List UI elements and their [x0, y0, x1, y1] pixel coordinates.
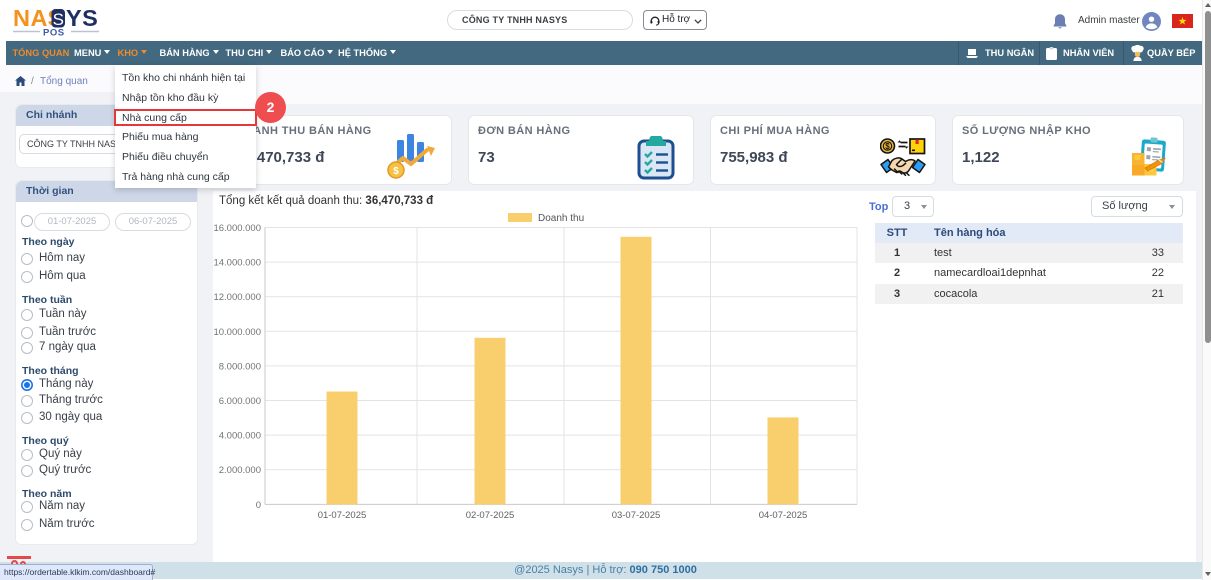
svg-text:YS: YS — [66, 6, 98, 31]
svg-text:8.000.000: 8.000.000 — [219, 361, 261, 372]
svg-text:12.000.000: 12.000.000 — [213, 292, 261, 303]
svg-text:16.000.000: 16.000.000 — [213, 223, 261, 234]
svg-text:14.000.000: 14.000.000 — [213, 258, 261, 269]
svg-text:02-07-2025: 02-07-2025 — [466, 510, 515, 521]
svg-text:01-07-2025: 01-07-2025 — [318, 510, 367, 521]
svg-text:S: S — [53, 10, 64, 29]
svg-text:0: 0 — [256, 500, 261, 511]
svg-text:$: $ — [393, 166, 399, 177]
svg-text:10.000.000: 10.000.000 — [213, 327, 261, 338]
svg-text:2.000.000: 2.000.000 — [219, 465, 261, 476]
svg-text:03-07-2025: 03-07-2025 — [612, 510, 661, 521]
svg-text:Tổng kết kết quả doanh thu: 36: Tổng kết kết quả doanh thu: 36,470,733 đ — [219, 195, 433, 207]
svg-text:NA: NA — [13, 6, 48, 31]
svg-text:6.000.000: 6.000.000 — [219, 396, 261, 407]
svg-text:$: $ — [885, 142, 890, 151]
svg-text:04-07-2025: 04-07-2025 — [759, 510, 808, 521]
svg-text:4.000.000: 4.000.000 — [219, 431, 261, 442]
svg-text:POS: POS — [43, 28, 65, 37]
svg-text:Doanh thu: Doanh thu — [538, 213, 584, 224]
svg-text:S: S — [48, 6, 64, 31]
